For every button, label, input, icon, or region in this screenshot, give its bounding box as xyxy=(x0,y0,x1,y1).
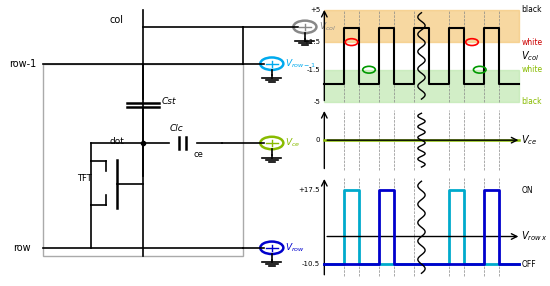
Text: dot: dot xyxy=(110,137,125,146)
Text: row: row xyxy=(14,243,31,253)
Text: OFF: OFF xyxy=(521,260,536,269)
Text: TFT: TFT xyxy=(77,174,92,183)
Text: ce: ce xyxy=(193,150,203,159)
Text: $V_{ce}$: $V_{ce}$ xyxy=(521,133,537,147)
Text: $V_{col}$: $V_{col}$ xyxy=(318,21,336,33)
Bar xyxy=(324,10,519,42)
Text: white: white xyxy=(521,65,542,74)
Bar xyxy=(43,64,243,256)
Text: -10.5: -10.5 xyxy=(302,261,320,267)
Text: col: col xyxy=(110,15,124,25)
Text: Cst: Cst xyxy=(162,98,176,106)
Text: $V_{col}$: $V_{col}$ xyxy=(521,49,540,63)
Text: $V_{row-1}$: $V_{row-1}$ xyxy=(285,57,316,70)
Text: -1.5: -1.5 xyxy=(306,67,320,73)
Bar xyxy=(324,70,519,102)
Text: ON: ON xyxy=(521,186,533,195)
Text: $V_{row}$: $V_{row}$ xyxy=(285,242,305,254)
Text: 0: 0 xyxy=(316,137,320,143)
Text: +5: +5 xyxy=(310,7,320,13)
Text: white: white xyxy=(521,37,542,47)
Text: -5: -5 xyxy=(314,99,320,105)
Text: Clc: Clc xyxy=(169,124,183,133)
Text: +1.5: +1.5 xyxy=(303,39,320,45)
Text: +17.5: +17.5 xyxy=(299,187,320,193)
Text: $V_{row\,x}$: $V_{row\,x}$ xyxy=(521,230,548,243)
Text: row-1: row-1 xyxy=(9,59,36,69)
Text: $V_{ce}$: $V_{ce}$ xyxy=(285,137,300,149)
Text: black: black xyxy=(521,98,542,106)
Text: black: black xyxy=(521,5,542,14)
